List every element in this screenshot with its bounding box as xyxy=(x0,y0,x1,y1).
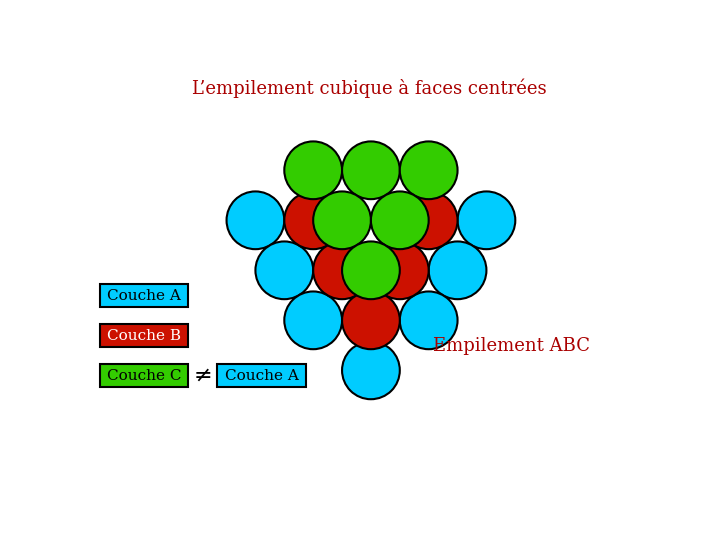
Circle shape xyxy=(457,191,516,249)
Circle shape xyxy=(284,191,342,249)
Circle shape xyxy=(371,191,428,249)
Circle shape xyxy=(284,292,342,349)
Text: Couche A: Couche A xyxy=(225,369,299,383)
Circle shape xyxy=(342,241,400,299)
Text: L’empilement cubique à faces centrées: L’empilement cubique à faces centrées xyxy=(192,78,546,98)
Text: Couche B: Couche B xyxy=(107,329,181,343)
Text: Empilement ABC: Empilement ABC xyxy=(433,337,590,355)
Bar xyxy=(217,364,306,387)
Bar xyxy=(99,284,188,307)
Circle shape xyxy=(400,141,457,199)
Circle shape xyxy=(428,241,487,299)
Circle shape xyxy=(342,141,400,199)
Circle shape xyxy=(342,341,400,399)
Circle shape xyxy=(227,191,284,249)
Circle shape xyxy=(371,241,428,299)
Text: ≠: ≠ xyxy=(194,366,213,386)
Circle shape xyxy=(342,292,400,349)
Circle shape xyxy=(284,141,342,199)
Circle shape xyxy=(400,191,457,249)
Circle shape xyxy=(313,191,371,249)
Circle shape xyxy=(256,241,313,299)
Text: Couche C: Couche C xyxy=(107,369,181,383)
Circle shape xyxy=(313,241,371,299)
Text: Couche A: Couche A xyxy=(107,289,181,303)
Bar xyxy=(99,325,188,347)
Bar xyxy=(99,364,188,387)
Circle shape xyxy=(400,292,457,349)
